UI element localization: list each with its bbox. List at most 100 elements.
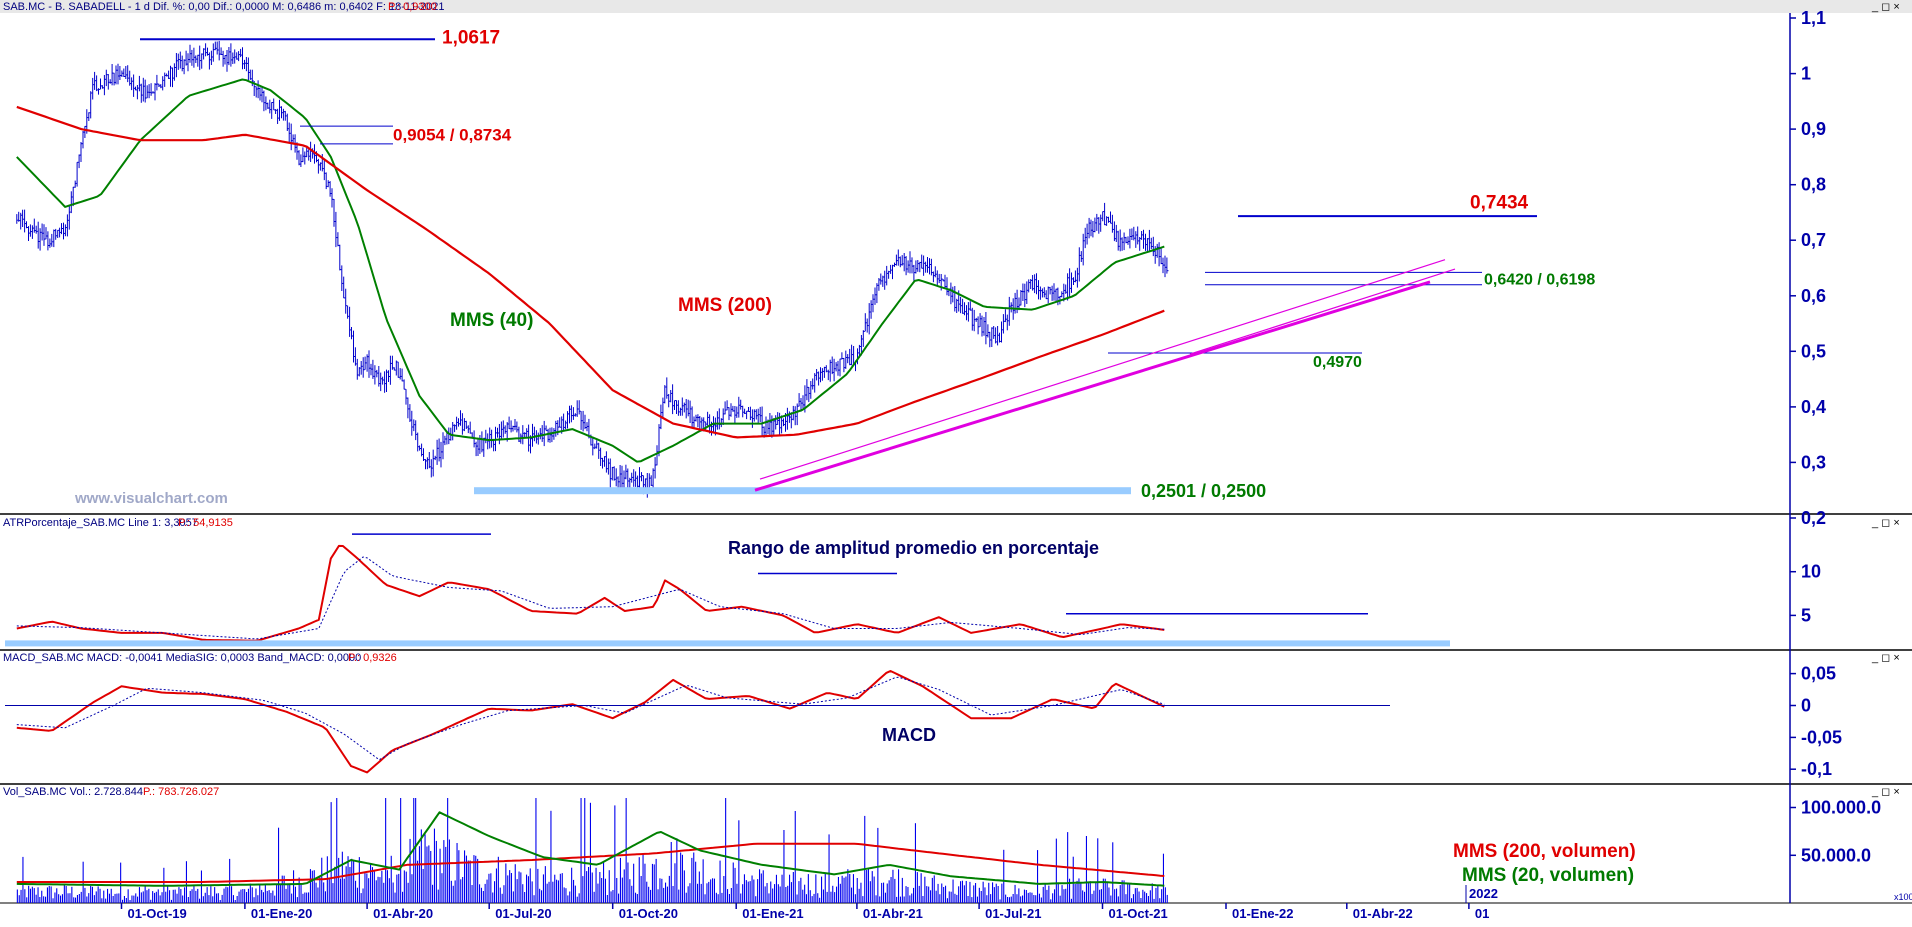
volume-bar	[697, 883, 699, 903]
volume-bar	[445, 846, 447, 903]
volume-bar	[866, 870, 868, 903]
volume-bar	[169, 890, 171, 903]
volume-bar	[435, 840, 437, 903]
volume-bar	[883, 882, 885, 903]
volume-bar	[946, 898, 948, 903]
volume-bar	[507, 875, 509, 903]
volume-bar	[448, 839, 450, 903]
volume-window-controls[interactable]: _ ◻ ×	[1871, 786, 1900, 798]
volume-bar	[559, 873, 561, 903]
trendline-short	[1189, 268, 1456, 355]
volume-bar	[1054, 889, 1056, 903]
volume-bar	[627, 862, 629, 903]
volume-bar	[1106, 882, 1108, 903]
macd-window-controls[interactable]: _ ◻ ×	[1871, 652, 1900, 664]
volume-bar	[1157, 885, 1159, 903]
volume-bar	[311, 870, 313, 903]
volume-bar	[358, 857, 360, 903]
volume-bar	[219, 900, 221, 903]
scale-note: x100	[1894, 892, 1912, 902]
volume-bar	[61, 894, 63, 903]
volume-bar	[1114, 889, 1116, 903]
volume-bar	[995, 883, 997, 903]
volume-bar	[928, 886, 930, 903]
volume-bar	[437, 889, 439, 903]
volume-bar	[471, 885, 473, 903]
volume-bar	[556, 879, 558, 903]
volume-bar	[135, 893, 137, 903]
x-tick-label: 01-Oct-19	[128, 906, 187, 921]
volume-bar	[948, 891, 950, 903]
volume-bar	[913, 887, 915, 903]
volume-bars	[16, 798, 1168, 903]
volume-bar	[858, 888, 860, 903]
volume-bar	[368, 878, 370, 903]
volume-bar	[663, 887, 665, 903]
volume-bar	[597, 883, 599, 903]
volume-bar	[1084, 891, 1086, 903]
volume-bar	[653, 864, 655, 903]
volume-bar	[255, 888, 257, 903]
atr-window-controls[interactable]: _ ◻ ×	[1871, 517, 1900, 529]
volume-bar	[614, 805, 616, 903]
volume-bar	[1127, 883, 1129, 903]
volume-bar	[811, 896, 813, 903]
volume-bar	[841, 875, 843, 903]
volume-bar	[963, 885, 965, 903]
volume-bar	[142, 891, 144, 903]
volume-bar	[698, 871, 700, 903]
volume-bar	[621, 877, 623, 903]
volume-bar	[33, 888, 35, 903]
volume-bar	[129, 900, 131, 903]
volume-bar	[822, 889, 824, 903]
x-tick-label: 01-Abr-22	[1353, 906, 1413, 921]
volume-bar	[477, 858, 479, 903]
volume-bar	[544, 866, 546, 903]
level-label-0-9054: 0,9054 / 0,8734	[393, 126, 512, 145]
volume-bar	[659, 878, 661, 903]
volume-bar	[396, 874, 398, 903]
volume-bar	[340, 878, 342, 903]
volume-bar	[768, 893, 770, 903]
volume-bar	[454, 880, 456, 903]
volume-bar	[973, 885, 975, 903]
volume-bar	[815, 874, 817, 903]
volume-bar	[727, 889, 729, 903]
volume-bar	[274, 895, 276, 903]
volume-bar	[884, 892, 886, 903]
x-tick-label: 01-Ene-20	[251, 906, 312, 921]
volume-bar	[760, 873, 762, 903]
volume-bar	[678, 889, 680, 903]
volume-bar	[516, 879, 518, 903]
volume-bar	[828, 834, 830, 903]
volume-bar	[633, 863, 635, 903]
volume-bar	[257, 895, 259, 903]
volume-bar	[941, 883, 943, 903]
volume-bar	[1035, 895, 1037, 903]
volume-bar	[584, 798, 586, 903]
y-tick-label: 0,9	[1801, 119, 1826, 139]
volume-bar	[375, 880, 377, 903]
volume-bar	[535, 798, 537, 903]
volume-bar	[1159, 898, 1161, 903]
level-label-0-2501: 0,2501 / 0,2500	[1141, 481, 1266, 501]
volume-bar	[794, 811, 796, 903]
series-layer	[16, 40, 1169, 887]
volume-bar	[854, 894, 856, 903]
volume-bar	[56, 888, 58, 903]
volume-bar	[1020, 896, 1022, 903]
volume-bar	[783, 830, 785, 903]
volume-bar	[390, 855, 392, 903]
volume-bar	[1134, 888, 1136, 903]
price-window-controls[interactable]: _ ◻ ×	[1871, 1, 1900, 13]
volume-bar	[1149, 890, 1151, 903]
support-band-0-2501	[474, 487, 1131, 495]
volume-bar	[214, 887, 216, 903]
volume-bar	[37, 887, 39, 903]
volume-bar	[537, 868, 539, 903]
y-tick-label: 1	[1801, 64, 1811, 84]
volume-bar	[227, 887, 229, 903]
volume-bar	[45, 896, 47, 903]
atr-signal-line	[16, 556, 1165, 640]
price-header-text: SAB.MC - B. SABADELL - 1 d Dif. %: 0,00 …	[3, 1, 444, 13]
